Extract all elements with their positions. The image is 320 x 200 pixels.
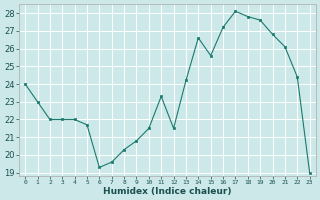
X-axis label: Humidex (Indice chaleur): Humidex (Indice chaleur) [103,187,232,196]
